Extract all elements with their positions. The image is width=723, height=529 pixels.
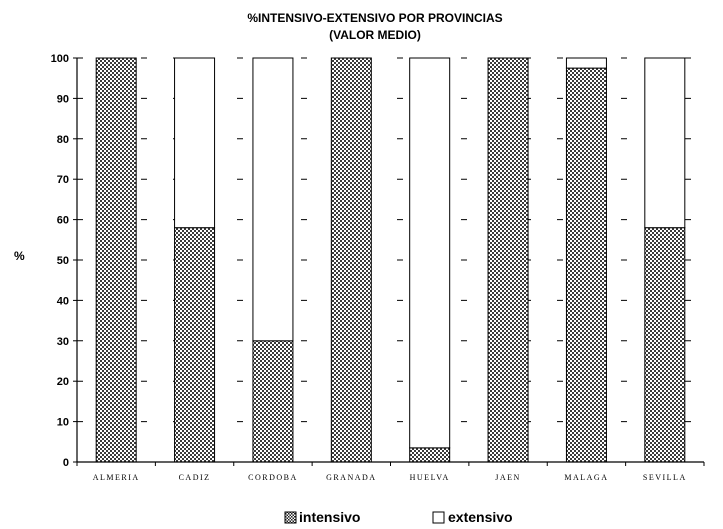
bar-intensivo-cordoba [252, 340, 294, 463]
y-tick-label-90: 90 [57, 93, 69, 105]
y-tick-label-60: 60 [57, 215, 69, 227]
y-tick-label-80: 80 [57, 134, 69, 146]
bar-extensivo-malaga [565, 57, 607, 69]
grid-lines [77, 57, 704, 423]
x-tick-label-jaen: JAEN [495, 473, 521, 482]
axes [73, 57, 705, 466]
y-tick-label-10: 10 [57, 417, 69, 429]
y-tick-label-30: 30 [57, 336, 69, 348]
legend-label-extensivo: extensivo [448, 509, 513, 525]
bar-extensivo-cordoba [252, 57, 294, 342]
bar-intensivo-malaga [565, 67, 607, 463]
bar-intensivo-huelva [409, 447, 451, 463]
x-tick-label-cordoba: CORDOBA [248, 473, 298, 482]
bar-intensivo-cadiz [174, 227, 216, 463]
legend-label-intensivo: intensivo [299, 509, 360, 525]
legend: intensivo extensivo [284, 509, 513, 525]
x-tick-label-cadiz: CADIZ [179, 473, 211, 482]
bar-extensivo-sevilla [644, 57, 686, 229]
y-tick-label-0: 0 [63, 457, 69, 469]
chart-subtitle: (VALOR MEDIO) [329, 28, 421, 42]
bar-intensivo-granada [330, 57, 372, 463]
y-tick-label-40: 40 [57, 295, 69, 307]
x-tick-label-malaga: MALAGA [564, 473, 608, 482]
bar-intensivo-jaen [487, 57, 529, 463]
bars [95, 57, 686, 463]
y-tick-label-100: 100 [51, 53, 69, 65]
chart-title: %INTENSIVO-EXTENSIVO POR PROVINCIAS [247, 11, 502, 25]
y-tick-label-70: 70 [57, 174, 69, 186]
y-axis-label: % [14, 249, 25, 263]
bar-intensivo-sevilla [644, 227, 686, 463]
x-tick-label-granada: GRANADA [326, 473, 377, 482]
x-tick-label-almeria: ALMERIA [93, 473, 140, 482]
legend-swatch-extensivo [432, 511, 445, 524]
y-tick-label-50: 50 [57, 255, 69, 267]
bar-intensivo-almeria [95, 57, 137, 463]
x-tick-labels: ALMERIA CADIZ CORDOBA GRANADA HUELVA JAEN MALA… [93, 473, 687, 482]
y-tick-labels: 0 10 20 30 40 50 60 70 80 90 100 [51, 53, 69, 469]
x-tick-label-sevilla: SEVILLA [643, 473, 687, 482]
bar-extensivo-huelva [409, 57, 451, 449]
legend-swatch-intensivo [284, 511, 297, 524]
y-tick-label-20: 20 [57, 376, 69, 388]
bar-extensivo-cadiz [174, 57, 216, 229]
x-tick-label-huelva: HUELVA [410, 473, 450, 482]
